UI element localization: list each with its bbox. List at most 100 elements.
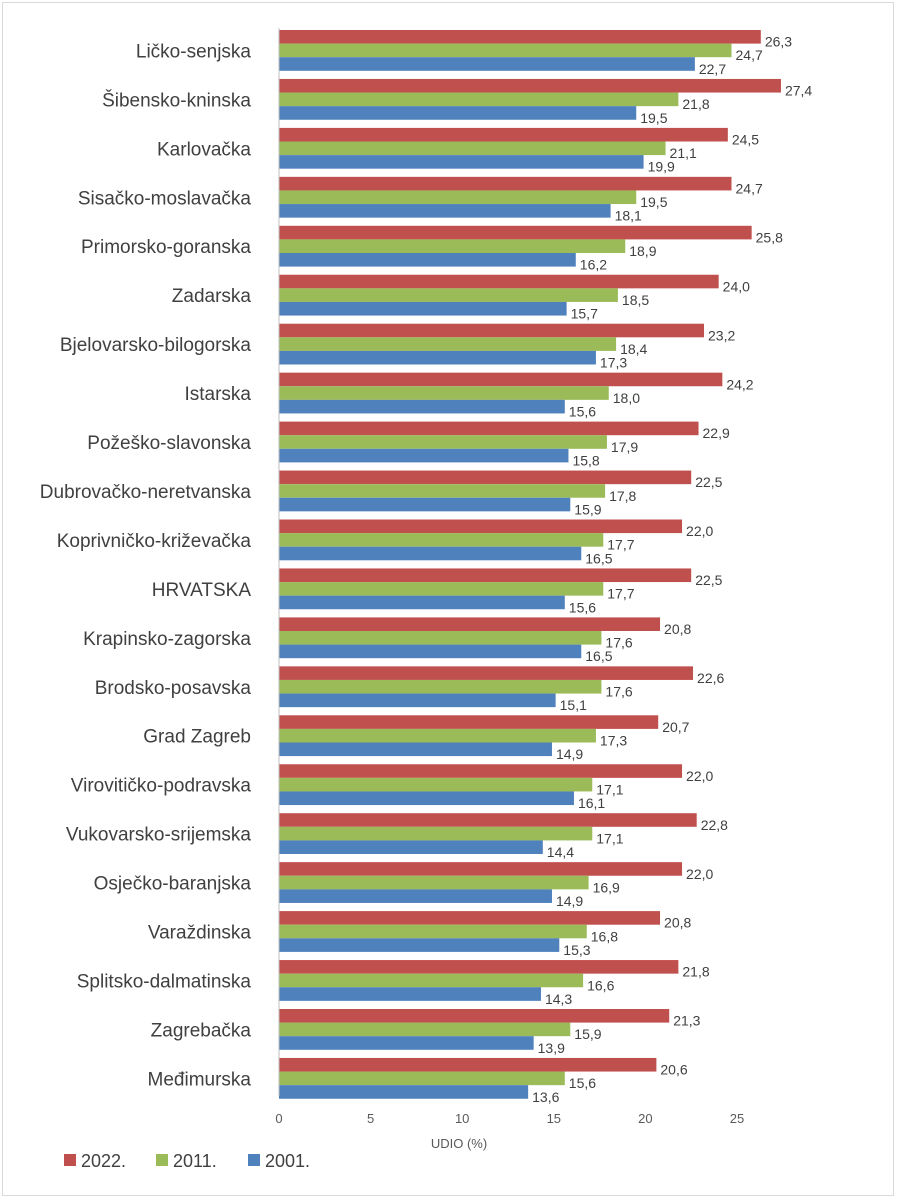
category-label: Krapinsko-zagorska [83, 629, 251, 650]
data-label: 23,2 [708, 327, 735, 343]
category-label: Koprivničko-križevačka [57, 531, 252, 552]
bar-2022 [279, 1057, 657, 1072]
category-label: Zadarska [172, 286, 252, 307]
bar-2022 [279, 911, 661, 925]
bar-2001 [279, 693, 556, 708]
bar-2022 [279, 323, 705, 338]
bar-2022 [279, 568, 692, 583]
bar-2001 [279, 1085, 529, 1099]
bar-2022 [279, 176, 732, 191]
bar-2011 [279, 826, 593, 841]
data-label: 17,7 [607, 586, 634, 602]
data-label: 27,4 [785, 83, 812, 99]
category-label: Požeško-slavonska [87, 433, 251, 454]
legend-swatch [64, 1154, 76, 1166]
bar-2011 [279, 582, 604, 596]
data-label: 17,1 [596, 830, 623, 846]
data-label: 14,4 [547, 844, 574, 860]
data-label: 15,9 [574, 1026, 601, 1042]
bar-2022 [279, 960, 679, 974]
data-label: 20,7 [662, 719, 689, 735]
data-label: 17,6 [605, 684, 632, 700]
bar-2022 [279, 470, 692, 485]
bar-2001 [279, 448, 569, 463]
x-tick-label: 20 [638, 1111, 652, 1126]
data-label: 15,6 [569, 1075, 596, 1091]
bar-2011 [279, 679, 602, 694]
data-label: 17,3 [600, 355, 627, 371]
data-label: 22,0 [686, 866, 713, 882]
bar-2011 [279, 288, 618, 302]
category-label: Virovitičko-podravska [71, 776, 252, 797]
bar-2022 [279, 78, 781, 93]
bar-2022 [279, 617, 661, 631]
category-label: Ličko-senjska [136, 41, 252, 62]
data-label: 19,5 [640, 110, 667, 126]
bar-2011 [279, 1071, 565, 1086]
bar-2001 [279, 889, 552, 903]
category-label: Grad Zagreb [143, 727, 251, 748]
bar-2022 [279, 862, 683, 876]
data-label: 20,8 [664, 915, 691, 931]
bar-2011 [279, 533, 604, 547]
bar-2011 [279, 484, 606, 498]
bar-2011 [279, 43, 732, 58]
x-tick-label: 0 [275, 1111, 282, 1126]
bar-2001 [279, 57, 695, 71]
bar-2022 [279, 225, 752, 240]
legend-swatch [248, 1154, 260, 1166]
bar-2001 [279, 253, 576, 267]
data-label: 24,7 [736, 47, 763, 63]
category-label: Brodsko-posavska [95, 678, 252, 699]
data-label: 18,5 [622, 292, 649, 308]
data-label: 17,3 [600, 733, 627, 749]
data-label: 17,9 [611, 439, 638, 455]
bar-2011 [279, 386, 609, 400]
data-label: 20,6 [660, 1062, 687, 1078]
labels-layer: Ličko-senjska 26,324,722,7Šibensko-kninsk… [40, 34, 813, 1105]
data-label: 20,8 [664, 621, 691, 637]
data-label: 17,8 [609, 488, 636, 504]
data-label: 15,6 [569, 403, 596, 419]
bar-2001 [279, 791, 574, 806]
data-label: 15,9 [574, 501, 601, 517]
data-label: 22,7 [699, 61, 726, 77]
data-label: 17,6 [605, 635, 632, 651]
bar-2001 [279, 204, 611, 218]
category-label: Dubrovačko-neretvanska [40, 482, 252, 503]
data-label: 22,9 [703, 425, 730, 441]
data-label: 22,8 [701, 817, 728, 833]
bar-2001 [279, 399, 565, 414]
category-label: Splitsko-dalmatinska [77, 971, 252, 992]
category-label: Vukovarsko-srijemska [66, 825, 252, 846]
data-label: 17,7 [607, 537, 634, 553]
category-label: Istarska [184, 384, 251, 405]
data-label: 17,1 [596, 781, 623, 797]
bar-2001 [279, 155, 644, 169]
data-label: 22,5 [695, 474, 722, 490]
data-label: 22,0 [686, 768, 713, 784]
data-label: 14,3 [545, 991, 572, 1007]
bar-2022 [279, 715, 659, 729]
data-label: 15,8 [572, 452, 599, 468]
data-label: 22,6 [697, 670, 724, 686]
bar-2022 [279, 764, 683, 778]
bar-2011 [279, 141, 666, 156]
data-label: 16,8 [591, 928, 618, 944]
data-label: 24,7 [736, 180, 763, 196]
bar-2022 [279, 519, 683, 534]
bar-2022 [279, 421, 699, 436]
category-label: Sisačko-moslavačka [78, 188, 252, 209]
category-label: Šibensko-kninska [102, 89, 251, 111]
bar-2001 [279, 742, 552, 757]
data-label: 24,0 [723, 278, 750, 294]
bar-2011 [279, 924, 587, 939]
bar-2022 [279, 274, 719, 289]
legend-label: 2011. [173, 1151, 217, 1171]
bar-2011 [279, 728, 596, 743]
bar-2001 [279, 595, 565, 610]
legend-label: 2022. [81, 1151, 126, 1171]
bar-2022 [279, 813, 697, 827]
category-label: Karlovačka [157, 139, 251, 160]
bar-2001 [279, 987, 541, 1001]
